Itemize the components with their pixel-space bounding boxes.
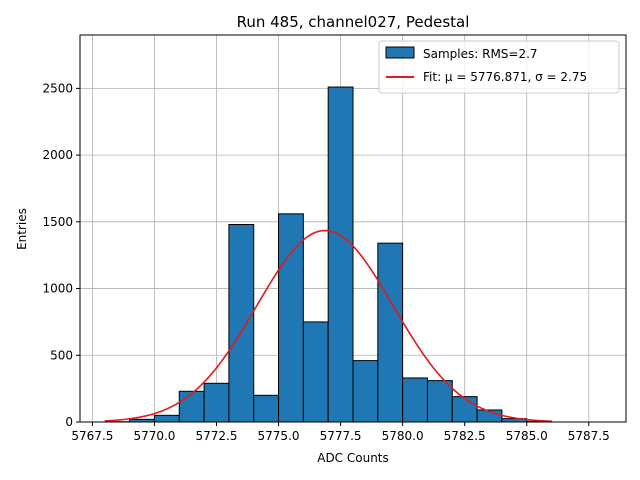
- x-tick-label: 5785.0: [506, 429, 548, 443]
- histogram-bar: [352, 360, 379, 423]
- histogram-bar: [278, 213, 304, 423]
- x-tick-label: 5777.5: [320, 429, 362, 443]
- histogram-bar: [228, 223, 255, 423]
- x-tick-label: 5770.0: [133, 429, 175, 443]
- y-axis-label: Entries: [15, 208, 29, 250]
- legend-swatch-histogram: [385, 46, 415, 59]
- histogram-bar: [178, 390, 205, 423]
- legend: Samples: RMS=2.7 Fit: μ = 5776.871, σ = …: [378, 40, 620, 94]
- x-tick-label: 5772.5: [196, 429, 238, 443]
- x-axis-ticks: 5767.5 5770.0 5772.5 5775.0 5777.5 5780.0 5782…: [71, 422, 610, 443]
- y-axis-ticks: 0 500 1000 1500 2000 2500: [42, 81, 80, 429]
- x-axis-label: ADC Counts: [317, 451, 389, 465]
- legend-label-fit: Fit: μ = 5776.871, σ = 2.75: [423, 70, 587, 84]
- y-tick-label: 2000: [42, 148, 73, 162]
- y-tick-label: 500: [50, 348, 73, 362]
- legend-box: [378, 40, 620, 94]
- x-tick-label: 5780.0: [382, 429, 424, 443]
- y-tick-label: 1500: [42, 215, 73, 229]
- histogram-bar: [253, 394, 280, 423]
- histogram-bar: [327, 86, 354, 423]
- plot-frame: [79, 34, 627, 423]
- y-tick-label: 1000: [42, 282, 73, 296]
- histogram-bar: [451, 396, 478, 423]
- x-tick-label: 5782.5: [444, 429, 486, 443]
- histogram-bar: [302, 321, 329, 423]
- legend-label-histogram: Samples: RMS=2.7: [423, 47, 538, 61]
- chart-title: Run 485, channel027, Pedestal: [237, 13, 470, 31]
- histogram-bar: [153, 414, 180, 423]
- histogram-bar: [203, 382, 230, 423]
- histogram-bar: [402, 377, 428, 423]
- histogram-bar: [426, 380, 453, 423]
- fit-curve: [104, 229, 552, 423]
- x-tick-label: 5775.0: [258, 429, 300, 443]
- y-tick-label: 2500: [42, 81, 73, 95]
- x-tick-label: 5787.5: [568, 429, 610, 443]
- y-tick-label: 0: [65, 415, 73, 429]
- x-tick-label: 5767.5: [71, 429, 113, 443]
- histogram-bar: [377, 242, 404, 423]
- fit-curve-group: [104, 229, 552, 423]
